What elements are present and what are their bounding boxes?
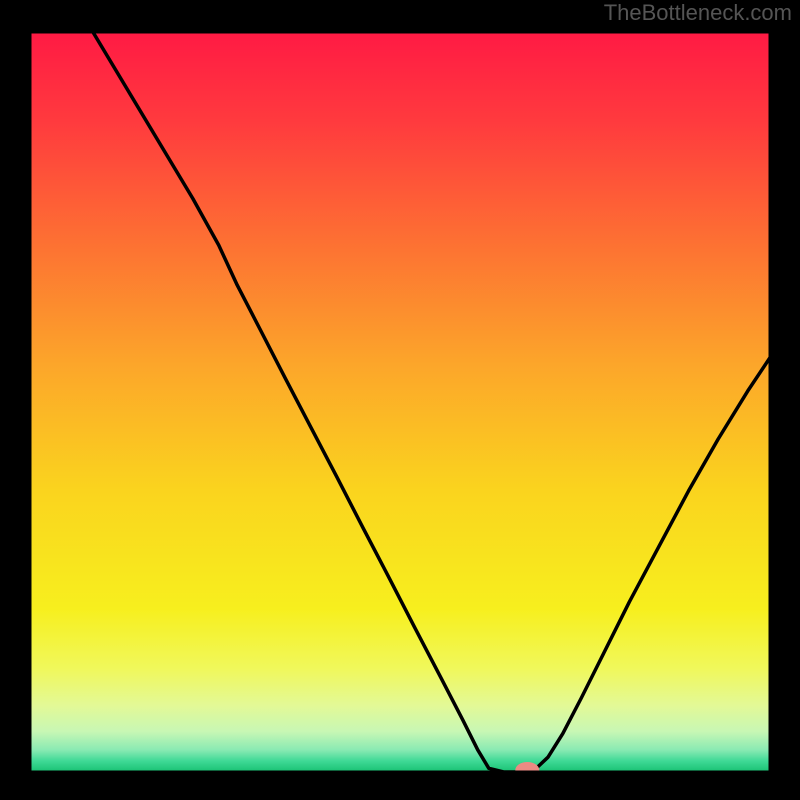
watermark-text: TheBottleneck.com [604,0,792,26]
chart-area [30,32,770,772]
chart-svg [30,32,770,772]
chart-container: { "watermark": { "text": "TheBottleneck.… [0,0,800,800]
gradient-background [30,32,770,772]
